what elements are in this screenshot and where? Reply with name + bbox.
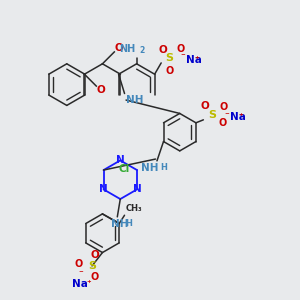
Text: O: O [90, 250, 99, 260]
Text: S: S [88, 261, 96, 271]
Text: ⁺: ⁺ [238, 112, 243, 121]
Text: Na: Na [72, 279, 88, 289]
Text: ⁺: ⁺ [87, 279, 91, 288]
Text: ⁻: ⁻ [181, 52, 185, 61]
Text: O: O [90, 272, 98, 283]
Text: NH: NH [126, 95, 143, 105]
Text: 2: 2 [140, 46, 145, 55]
Text: N: N [116, 155, 125, 165]
Text: H: H [160, 163, 167, 172]
Text: ⁻: ⁻ [78, 269, 83, 278]
Text: O: O [96, 85, 105, 95]
Text: S: S [208, 110, 216, 120]
Text: H: H [126, 219, 133, 228]
Text: NH: NH [119, 44, 135, 54]
Text: O: O [74, 260, 83, 269]
Text: CH₃: CH₃ [126, 204, 142, 213]
Text: Cl: Cl [118, 164, 130, 174]
Text: O: O [114, 43, 123, 53]
Text: O: O [220, 101, 228, 112]
Text: N: N [99, 184, 108, 194]
Text: O: O [177, 44, 185, 54]
Text: NH: NH [111, 219, 128, 229]
Text: NH: NH [141, 163, 158, 172]
Text: ⁻: ⁻ [224, 111, 229, 120]
Text: N: N [133, 184, 141, 194]
Text: O: O [165, 66, 174, 76]
Text: Na: Na [230, 112, 246, 122]
Text: Na: Na [186, 55, 202, 65]
Text: ⁺: ⁺ [194, 55, 199, 64]
Text: O: O [200, 101, 209, 111]
Text: O: O [219, 118, 227, 128]
Text: S: S [166, 53, 173, 64]
Text: O: O [158, 45, 167, 55]
